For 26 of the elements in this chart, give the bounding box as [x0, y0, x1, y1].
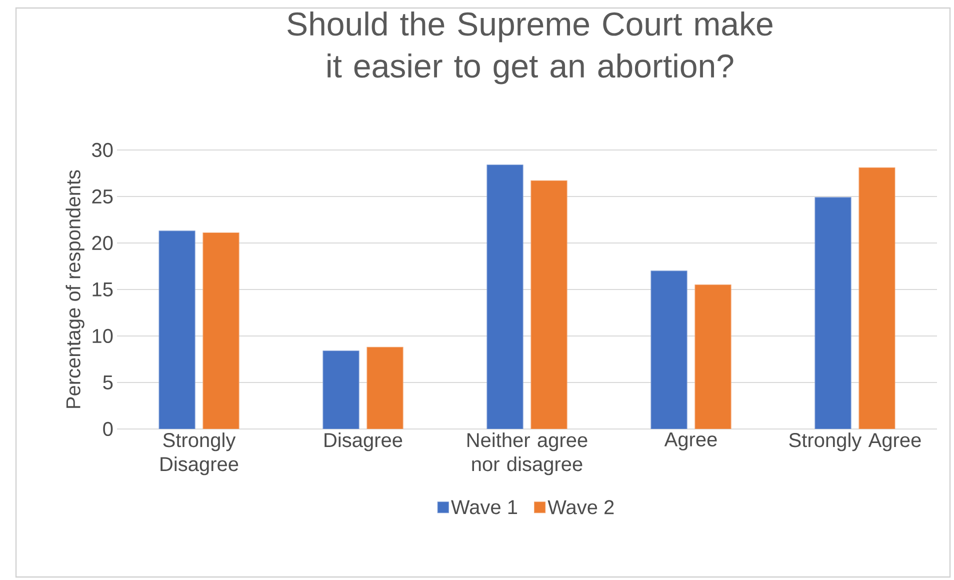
legend-label: Wave 1 — [451, 500, 518, 514]
bar — [158, 230, 196, 429]
y-tick-label: 25 — [92, 189, 113, 204]
x-tick-label: Strongly Disagree — [160, 432, 238, 476]
bar — [322, 350, 360, 429]
bar — [650, 270, 688, 429]
bar — [530, 180, 568, 429]
y-tick-label: 15 — [92, 282, 113, 296]
y-tick-label: 10 — [92, 328, 113, 344]
y-axis-title: Percentage of respondents — [66, 170, 84, 408]
bar — [814, 197, 852, 429]
y-tick-label: 20 — [92, 236, 113, 250]
bar — [486, 164, 524, 429]
x-tick-label: Disagree — [324, 432, 402, 452]
bar — [858, 167, 896, 429]
legend-label: Wave 2 — [548, 500, 614, 514]
y-tick-label: 0 — [103, 422, 113, 436]
x-tick-label: Strongly Agree — [789, 432, 921, 452]
chart-title: Should the Supreme Court make it easier to get an abortion? — [288, 12, 772, 84]
bar — [202, 232, 240, 429]
x-tick-label: Neither agree nor disagree — [468, 432, 588, 476]
y-tick-label: 5 — [103, 376, 113, 390]
bar — [366, 346, 404, 429]
bar — [694, 284, 732, 429]
y-tick-label: 30 — [92, 142, 113, 158]
x-tick-label: Agree — [664, 432, 717, 450]
